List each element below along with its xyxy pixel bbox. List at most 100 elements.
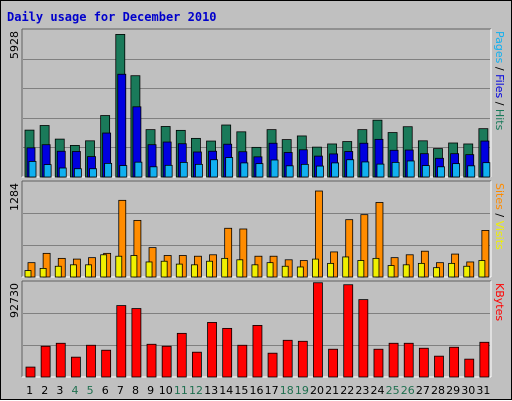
day-label: 12 <box>189 384 203 397</box>
visits-bar <box>160 260 168 278</box>
visits-bar <box>191 264 198 278</box>
pages-bar <box>406 160 415 178</box>
pages-bar <box>195 163 203 178</box>
panel-visits_sites-legend: Sites / Visits <box>493 183 506 250</box>
kbytes-bar <box>343 284 354 378</box>
visits-bar <box>85 264 92 278</box>
day-label: 22 <box>340 384 354 397</box>
kbytes-bar <box>479 341 490 378</box>
sites-bar <box>224 227 233 278</box>
visits-bar <box>327 262 334 278</box>
day-label: 20 <box>310 384 324 397</box>
day-label: 7 <box>117 384 124 397</box>
visits-bar <box>236 259 244 278</box>
chart-panels: 5928 Pages / Files / Hits 1284 Sites / Visi… <box>8 28 506 378</box>
legend-segment: KBytes <box>493 283 506 321</box>
visits-bar <box>221 257 229 278</box>
pages-bar <box>119 165 128 178</box>
legend-segment: / <box>493 63 506 74</box>
panel-hits_files_pages-max-label: 5928 <box>8 31 21 59</box>
pages-bar <box>437 166 445 178</box>
legend-segment: Hits <box>493 109 506 131</box>
visits-bar <box>24 270 32 278</box>
kbytes-bar <box>176 332 187 378</box>
day-label: 21 <box>325 384 339 397</box>
kbytes-bar <box>55 342 66 378</box>
visits-bar <box>296 266 304 278</box>
pages-bar <box>164 164 173 178</box>
visits-bar <box>251 264 259 278</box>
legend-segment: Sites <box>493 183 506 210</box>
visits-bar <box>312 258 319 278</box>
day-label: 26 <box>401 384 415 397</box>
day-label: 8 <box>132 384 139 397</box>
visits-bar <box>145 261 153 278</box>
day-label: 14 <box>219 384 233 397</box>
kbytes-bar <box>282 339 293 378</box>
kbytes-bar <box>237 344 248 378</box>
kbytes-bar <box>86 344 96 378</box>
pages-bar <box>89 168 97 178</box>
kbytes-bar <box>40 345 51 378</box>
pages-bar <box>104 162 113 178</box>
visits-bar <box>115 255 123 278</box>
pages-bar <box>179 162 188 178</box>
visits-bar <box>206 260 213 278</box>
day-label: 24 <box>371 384 385 397</box>
pages-bar <box>316 165 324 178</box>
kbytes-bar <box>297 340 308 378</box>
panel-kbytes: 92730 KBytes <box>8 280 506 378</box>
pages-bar <box>270 159 279 178</box>
pages-bar <box>225 157 234 178</box>
kbytes-bar <box>434 355 444 378</box>
pages-bar <box>134 161 143 178</box>
day-label: 18 <box>280 384 294 397</box>
visits-bar <box>130 255 138 278</box>
day-label: 17 <box>265 384 279 397</box>
day-label: 3 <box>56 384 63 397</box>
panel-hits_files_pages: 5928 Pages / Files / Hits <box>8 28 506 178</box>
kbytes-bar <box>252 325 263 378</box>
visits-bar <box>448 262 456 278</box>
kbytes-bar <box>418 347 429 378</box>
kbytes-bar <box>161 345 172 378</box>
day-label: 25 <box>386 384 400 397</box>
pages-bar <box>240 162 249 178</box>
visits-bar <box>372 257 380 278</box>
kbytes-bar <box>328 348 338 378</box>
day-label: 10 <box>159 384 173 397</box>
day-label: 15 <box>234 384 248 397</box>
day-label: 23 <box>355 384 369 397</box>
pages-bar <box>467 165 476 178</box>
panel-hits_files_pages-legend: Pages / Files / Hits <box>493 31 506 131</box>
sites-bar <box>118 199 127 278</box>
panel-visits_sites: 1284 Sites / Visits <box>8 180 506 278</box>
visits-bar <box>387 265 395 278</box>
kbytes-bar <box>449 346 460 378</box>
pages-bar <box>361 161 370 178</box>
pages-bar <box>28 161 37 178</box>
pages-bar <box>346 159 355 178</box>
pages-bar <box>391 162 400 178</box>
visits-bar <box>417 262 425 278</box>
kbytes-bar <box>101 349 112 378</box>
sites-bar <box>360 214 369 278</box>
legend-segment: / <box>493 98 506 109</box>
pages-bar <box>210 159 218 178</box>
day-label: 13 <box>204 384 218 397</box>
visits-bar <box>402 264 410 278</box>
pages-bar <box>285 165 294 178</box>
sites-bar <box>239 228 248 278</box>
day-label: 5 <box>87 384 94 397</box>
legend-segment: Pages <box>493 31 506 64</box>
kbytes-bar <box>403 342 414 378</box>
kbytes-bar <box>222 327 233 378</box>
day-label: 28 <box>431 384 445 397</box>
pages-bar <box>58 167 67 178</box>
day-label: 16 <box>250 384 264 397</box>
pages-bar <box>300 163 309 178</box>
x-axis-day-labels: 1 2 3 4 5 6 7 8 9 10 11 12 13 14 15 16 17 18 19 20 21 22 23 24 2… <box>26 384 490 397</box>
day-label: 19 <box>295 384 309 397</box>
sites-bar <box>375 202 384 278</box>
